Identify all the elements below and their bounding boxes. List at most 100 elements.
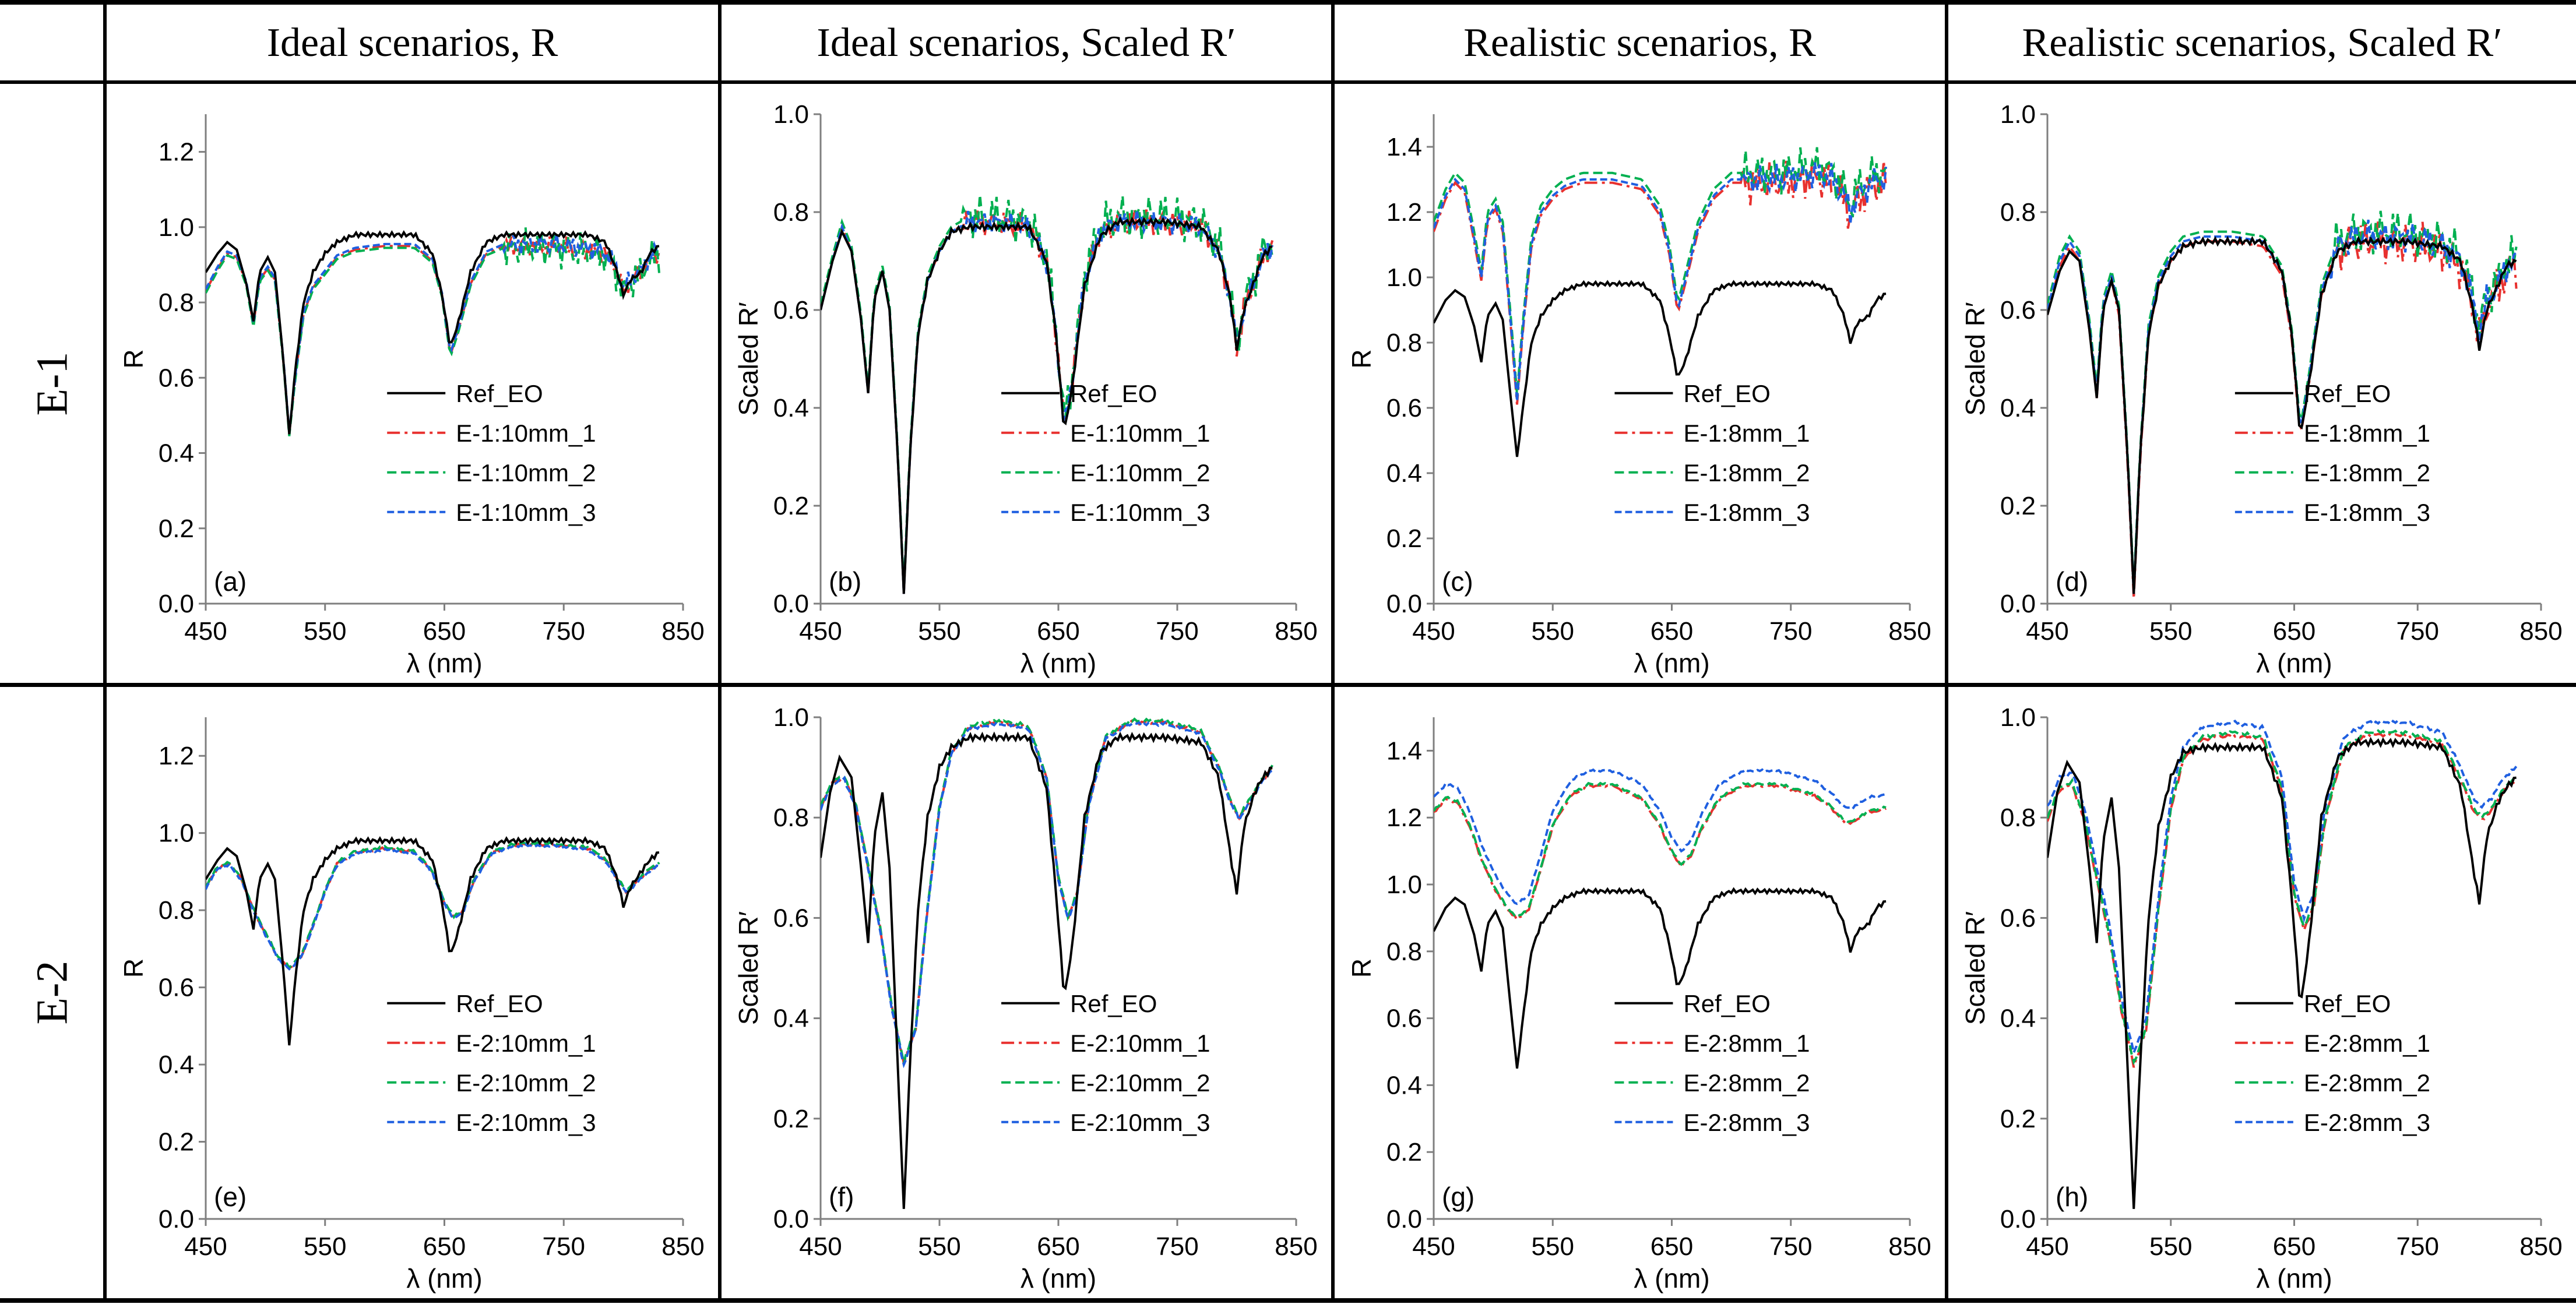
legend-label: Ref_EO (1683, 380, 1770, 407)
y-tick-label: 0.6 (2000, 296, 2036, 325)
table-bottom-rule (0, 1298, 2576, 1303)
x-tick-label: 650 (2273, 617, 2315, 646)
y-axis-title: Scaled R′ (1960, 911, 1990, 1025)
y-tick-label: 1.4 (1386, 736, 1422, 765)
panel-label: (h) (2056, 1182, 2088, 1212)
legend-label: E-2:8mm_2 (2304, 1069, 2430, 1097)
series-line-E-2:8mm_1 (2047, 731, 2517, 1068)
y-axis-title: R (118, 349, 149, 368)
y-axis-title: Scaled R′ (733, 911, 763, 1025)
y-tick-label: 0.6 (159, 974, 194, 1002)
panel-label: (g) (1442, 1182, 1474, 1212)
legend-label: E-2:10mm_1 (1070, 1030, 1210, 1057)
row-header-e1: E-1 (0, 84, 105, 683)
series-line-Ref_EO (2047, 235, 2517, 594)
x-tick-label: 850 (1888, 1232, 1931, 1261)
y-tick-label: 1.2 (159, 742, 194, 770)
y-tick-label: 0.2 (2000, 1105, 2036, 1133)
y-tick-label: 0.4 (2000, 394, 2036, 422)
series-line-E-1:8mm_2 (2047, 210, 2518, 589)
row-header-e1-text: E-1 (27, 351, 77, 415)
y-tick-label: 0.4 (1386, 459, 1422, 488)
x-tick-label: 850 (661, 617, 704, 646)
y-tick-label: 1.0 (159, 213, 194, 242)
x-axis-title: λ (nm) (1634, 1263, 1709, 1294)
x-axis-title: λ (nm) (1020, 648, 1096, 678)
series-line-Ref_EO (206, 836, 660, 1046)
chart-svg-d: 450 550 650 750 850 0.0 0.2 0.4 0.6 0.8 1.0 λ (nm) S… (1960, 100, 2563, 678)
y-tick-label: 0.8 (1386, 938, 1422, 966)
chart-panel-h: 450 550 650 750 850 0.0 0.2 0.4 0.6 0.8 1.0 λ (nm) S… (1948, 687, 2576, 1298)
x-tick-label: 850 (661, 1232, 704, 1261)
y-axis-title: Scaled R′ (733, 302, 763, 415)
chart-panel-c: 450 550 650 750 850 0.0 0.2 0.4 0.6 0.8 1.0 1.2 1.4 λ… (1335, 84, 1945, 683)
x-axis-title: λ (nm) (406, 1263, 482, 1294)
y-tick-label: 0.2 (1386, 1138, 1422, 1166)
series-line-E-2:10mm_2 (821, 717, 1273, 1064)
y-axis-title: R (118, 958, 149, 978)
y-axis-title: R (1346, 958, 1377, 978)
x-tick-label: 450 (799, 1232, 842, 1261)
x-tick-label: 750 (1769, 1232, 1812, 1261)
col-rule-2 (1331, 0, 1335, 1303)
legend-label: Ref_EO (1683, 990, 1770, 1017)
x-axis-title: λ (nm) (2256, 1263, 2332, 1294)
chart-svg-b: 450 550 650 750 850 0.0 0.2 0.4 0.6 0.8 1.0 λ (nm) S… (733, 100, 1318, 678)
y-tick-label: 1.0 (2000, 703, 2036, 732)
y-tick-label: 1.2 (1386, 198, 1422, 227)
x-tick-label: 550 (918, 617, 960, 646)
x-tick-label: 850 (2519, 617, 2562, 646)
legend-label: Ref_EO (456, 380, 543, 407)
y-tick-label: 0.6 (1386, 394, 1422, 422)
legend-label: E-1:8mm_3 (2304, 499, 2430, 526)
y-tick-label: 0.0 (159, 1205, 194, 1233)
x-tick-label: 450 (799, 617, 842, 646)
y-tick-label: 0.2 (1386, 524, 1422, 553)
panel-label: (b) (829, 566, 861, 597)
x-tick-label: 550 (2149, 1232, 2192, 1261)
series-line-E-2:10mm_3 (206, 843, 660, 971)
legend-label: E-1:10mm_3 (1070, 499, 1210, 526)
x-tick-label: 550 (1532, 1232, 1574, 1261)
col-header-ideal-r: Ideal scenarios, R (266, 20, 558, 65)
y-tick-label: 0.6 (2000, 904, 2036, 932)
series-line-E-2:8mm_2 (2047, 729, 2517, 1066)
y-tick-label: 0.2 (2000, 492, 2036, 520)
legend-label: E-1:10mm_1 (1070, 420, 1210, 447)
legend-label: E-2:10mm_1 (456, 1030, 596, 1057)
y-tick-label: 0.2 (773, 1105, 809, 1133)
y-tick-label: 0.2 (773, 492, 809, 520)
col-rule-3 (1945, 0, 1948, 1303)
chart-svg-h: 450 550 650 750 850 0.0 0.2 0.4 0.6 0.8 1.0 λ (nm) S… (1960, 703, 2563, 1294)
y-tick-label: 1.2 (159, 138, 194, 167)
legend-label: E-2:8mm_2 (1683, 1069, 1810, 1097)
y-tick-label: 0.8 (2000, 803, 2036, 832)
series-line-E-2:8mm_2 (1434, 781, 1887, 919)
y-tick-label: 1.0 (1386, 870, 1422, 899)
x-tick-label: 750 (1156, 617, 1198, 646)
y-tick-label: 0.6 (773, 296, 809, 325)
series-line-E-1:8mm_3 (1434, 162, 1888, 401)
y-tick-label: 0.8 (773, 198, 809, 227)
x-axis-title: λ (nm) (2256, 648, 2332, 678)
y-tick-label: 0.8 (773, 803, 809, 832)
x-tick-label: 850 (1275, 617, 1317, 646)
x-tick-label: 750 (543, 617, 585, 646)
y-tick-label: 0.0 (1386, 1205, 1422, 1233)
series-line-E-1:8mm_1 (1434, 160, 1888, 405)
x-tick-label: 650 (1651, 617, 1693, 646)
y-tick-label: 0.2 (159, 1128, 194, 1157)
series-line-Ref_EO (1434, 887, 1887, 1069)
y-tick-label: 0.6 (159, 364, 194, 392)
legend-label: E-2:10mm_3 (456, 1109, 596, 1136)
y-tick-label: 0.4 (2000, 1005, 2036, 1033)
y-tick-label: 1.2 (1386, 803, 1422, 832)
panel-label: (f) (829, 1182, 854, 1212)
y-tick-label: 0.0 (773, 590, 809, 618)
legend-label: Ref_EO (2304, 380, 2391, 407)
x-tick-label: 550 (2149, 617, 2192, 646)
series-line-E-1:10mm_2 (821, 195, 1274, 589)
chart-panel-b: 450 550 650 750 850 0.0 0.2 0.4 0.6 0.8 1.0 λ (nm) S… (722, 84, 1331, 683)
y-tick-label: 0.4 (773, 394, 809, 422)
